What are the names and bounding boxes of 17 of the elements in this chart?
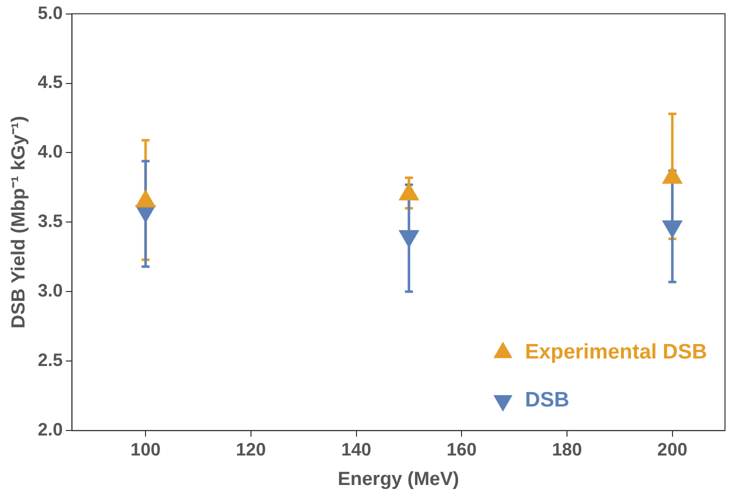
y-tick-label: 3.0	[38, 280, 63, 301]
legend-label: DSB	[524, 388, 570, 412]
y-tick-label: 4.5	[38, 72, 63, 92]
y-tick-label: 5.0	[38, 2, 63, 23]
x-tick-label: 200	[657, 439, 688, 460]
x-tick-label: 180	[552, 439, 582, 460]
x-tick-label: 120	[236, 439, 266, 460]
x-tick-label: 160	[446, 439, 477, 460]
x-tick-label: 100	[130, 439, 161, 460]
y-tick-label: 2.5	[38, 350, 63, 370]
legend-label: Experimental DSB	[524, 340, 708, 364]
y-tick-label: 2.0	[38, 420, 63, 440]
y-axis-title: DSB Yield (Mbp⁻¹ kGy⁻¹)	[8, 116, 30, 328]
y-tick-label: 4.0	[38, 142, 63, 162]
x-tick-label: 140	[341, 439, 372, 460]
y-tick-label: 3.5	[38, 211, 63, 232]
x-axis-title: Energy (MeV)	[338, 468, 460, 490]
